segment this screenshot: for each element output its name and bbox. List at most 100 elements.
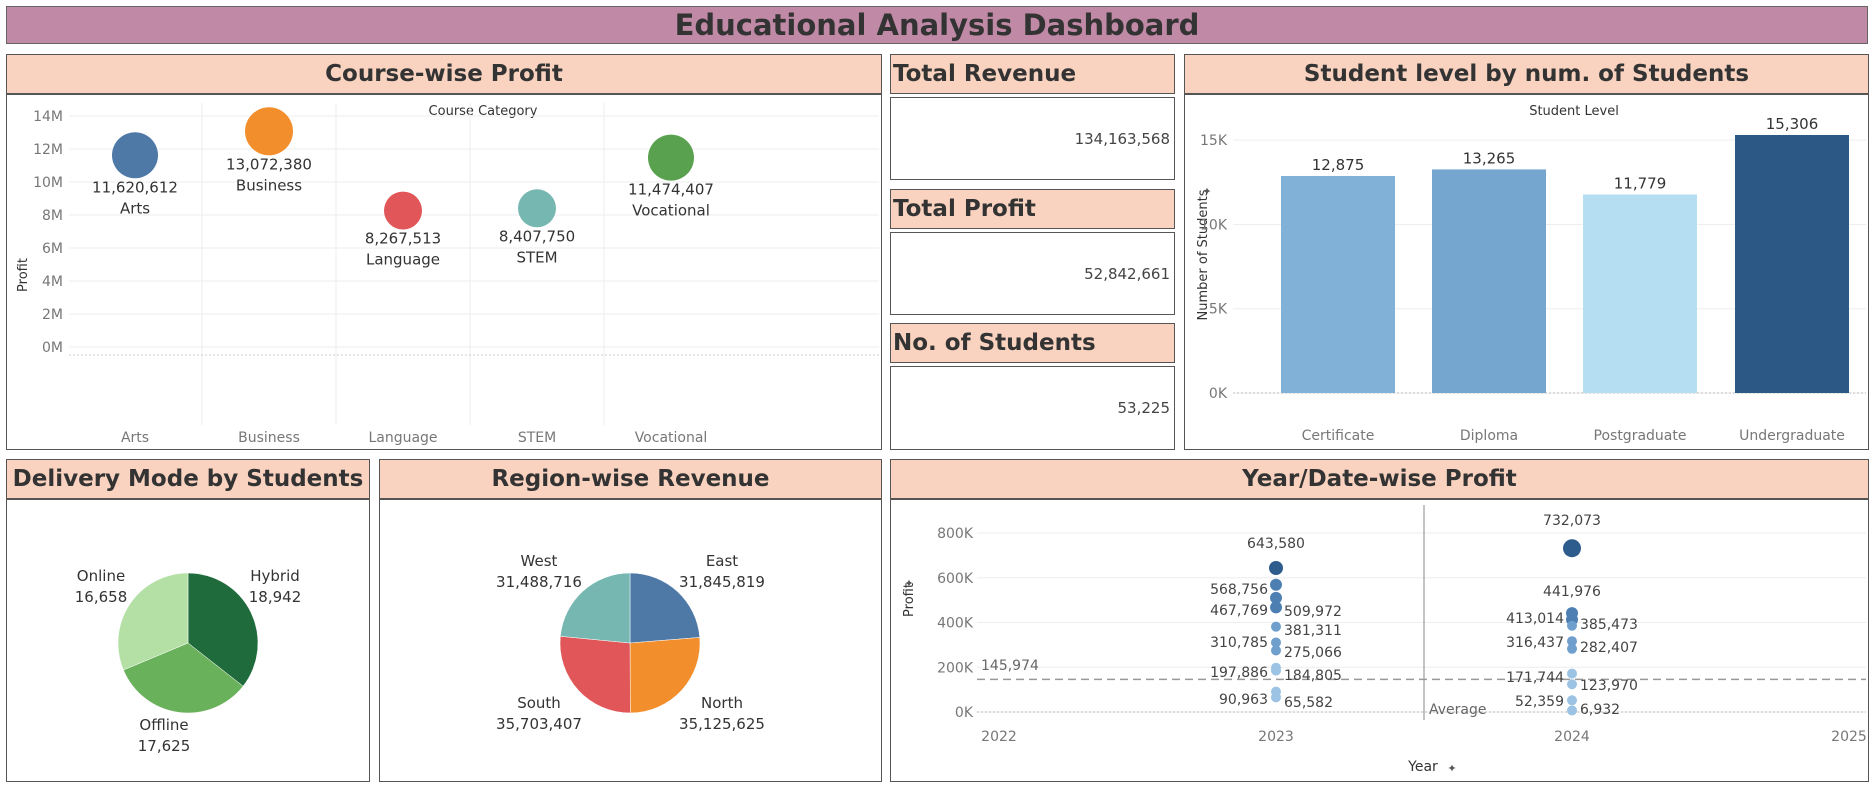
course-point-value: 11,620,612 (92, 178, 178, 196)
level-x-tick: Postgraduate (1594, 428, 1687, 444)
region-slice (629, 637, 701, 714)
svg-text:✦: ✦ (903, 578, 916, 587)
year-point (1567, 620, 1577, 631)
year-y-tick: 0K (955, 705, 974, 721)
delivery-slice (117, 572, 189, 671)
year-point-label: 643,580 (1247, 536, 1305, 552)
course-point-name: Language (366, 251, 440, 269)
region-slice (560, 572, 631, 644)
level-bar-label: 11,779 (1614, 174, 1667, 192)
level-y-tick: 15K (1200, 133, 1228, 149)
west-name: West (521, 552, 558, 570)
course-y-axis-label: Profit (16, 258, 31, 292)
total-revenue-header: Total Revenue (890, 54, 1175, 94)
year-x-axis-label: Year (1407, 759, 1438, 775)
course-y-tick: 2M (42, 307, 63, 323)
year-point-label: 385,473 (1580, 617, 1638, 633)
year-profit-panel: Profit ✦ Year ✦ 800K 600K 400K 200K 0K 2022 2… (890, 499, 1869, 782)
course-point-name: Arts (120, 199, 150, 217)
year-y-tick: 200K (937, 660, 974, 676)
pie-label-north: North 35,125,625 (679, 694, 765, 733)
year-point-label: 52,359 (1515, 694, 1564, 710)
level-bar (1583, 194, 1697, 393)
svg-text:✦: ✦ (1447, 762, 1456, 775)
students-header: No. of Students (890, 323, 1175, 363)
year-y-axis-label: Profit (902, 583, 917, 617)
year-point (1567, 636, 1577, 647)
year-point (1567, 695, 1577, 706)
course-point-value: 8,267,513 (365, 230, 441, 248)
total-profit-card: 52,842,661 (890, 232, 1175, 315)
pin-icon: ✦ (903, 578, 916, 587)
level-bar-label: 13,265 (1463, 149, 1516, 167)
year-y-tick: 600K (937, 571, 974, 587)
course-y-tick: 12M (33, 142, 63, 158)
level-y-axis-label: Number of Students (1196, 189, 1211, 320)
course-profit-panel: Course Category Profit 14M 12M 10M 8M 6M 4M 2M… (6, 94, 882, 450)
svg-text:✦: ✦ (1201, 186, 1214, 195)
level-bar (1432, 169, 1546, 393)
delivery-mode-panel: Hybrid 18,942 Offline 17,625 Online 16,6… (6, 499, 370, 782)
delivery-mode-header: Delivery Mode by Students (6, 459, 370, 499)
course-point (245, 107, 293, 156)
level-x-tick: Undergraduate (1739, 428, 1845, 444)
course-x-tick: Vocational (635, 430, 708, 446)
year-point-label: 282,407 (1580, 640, 1638, 656)
pin-icon: ✦ (1447, 762, 1456, 775)
pie-label-south: South 35,703,407 (496, 694, 582, 733)
average-value-label: 145,974 (981, 658, 1039, 674)
total-profit-value: 52,842,661 (1084, 265, 1170, 283)
year-point-label: 316,437 (1506, 635, 1564, 651)
level-y-tick: 10K (1200, 217, 1228, 233)
course-y-tick: 8M (42, 208, 63, 224)
year-x-tick: 2025 (1831, 729, 1867, 745)
region-slice (629, 572, 701, 644)
east-value: 31,845,819 (679, 573, 765, 591)
course-y-tick: 0M (42, 340, 63, 356)
delivery-mode-chart: Hybrid 18,942 Offline 17,625 Online 16,6… (75, 567, 302, 755)
year-point-label: 184,805 (1284, 668, 1342, 684)
year-x-tick: 2022 (981, 729, 1017, 745)
year-point (1270, 601, 1282, 614)
year-point-label: 90,963 (1219, 692, 1268, 708)
year-point-label: 568,756 (1210, 582, 1268, 598)
total-profit-header: Total Profit (890, 189, 1175, 229)
total-revenue-card: 134,163,568 (890, 97, 1175, 180)
pie-label-east: East 31,845,819 (679, 552, 765, 591)
level-bar-label: 15,306 (1766, 115, 1819, 133)
delivery-slice (123, 642, 244, 714)
course-y-tick: 6M (42, 241, 63, 257)
level-x-tick: Certificate (1302, 428, 1375, 444)
student-level-chart: Student Level Number of Students ✦ 15K 10… (1196, 104, 1866, 444)
hybrid-value: 18,942 (249, 588, 302, 606)
year-point-label: 65,582 (1284, 695, 1333, 711)
course-point (648, 134, 694, 181)
average-line-label: Average (1429, 702, 1487, 718)
total-revenue-value: 134,163,568 (1074, 130, 1170, 148)
level-bar-label: 12,875 (1312, 156, 1365, 174)
pie-label-online: Online 16,658 (75, 567, 128, 606)
student-level-panel: Student Level Number of Students ✦ 15K 10… (1184, 94, 1869, 450)
year-point (1271, 665, 1281, 676)
course-point-value: 8,407,750 (499, 227, 575, 245)
course-column-header: Course Category (429, 104, 538, 119)
east-name: East (706, 552, 738, 570)
course-point-name: Vocational (632, 202, 710, 220)
year-point-label: 197,886 (1210, 665, 1268, 681)
year-point (1563, 539, 1581, 558)
course-x-tick: STEM (518, 430, 556, 446)
course-point (518, 189, 556, 228)
year-point-label: 732,073 (1543, 513, 1601, 529)
year-point-label: 441,976 (1543, 584, 1601, 600)
level-bar (1281, 175, 1395, 393)
course-profit-chart: Course Category Profit 14M 12M 10M 8M 6M 4M 2M… (16, 103, 879, 446)
dashboard-title: Educational Analysis Dashboard (6, 6, 1868, 44)
year-point (1567, 705, 1577, 716)
course-point-name: STEM (516, 248, 557, 266)
region-revenue-chart: East 31,845,819 North 35,125,625 South 3… (496, 552, 765, 733)
course-y-tick: 4M (42, 274, 63, 290)
pie-label-west: West 31,488,716 (496, 552, 582, 591)
course-x-tick: Language (368, 430, 437, 446)
region-revenue-header: Region-wise Revenue (379, 459, 882, 499)
year-point (1271, 645, 1281, 656)
